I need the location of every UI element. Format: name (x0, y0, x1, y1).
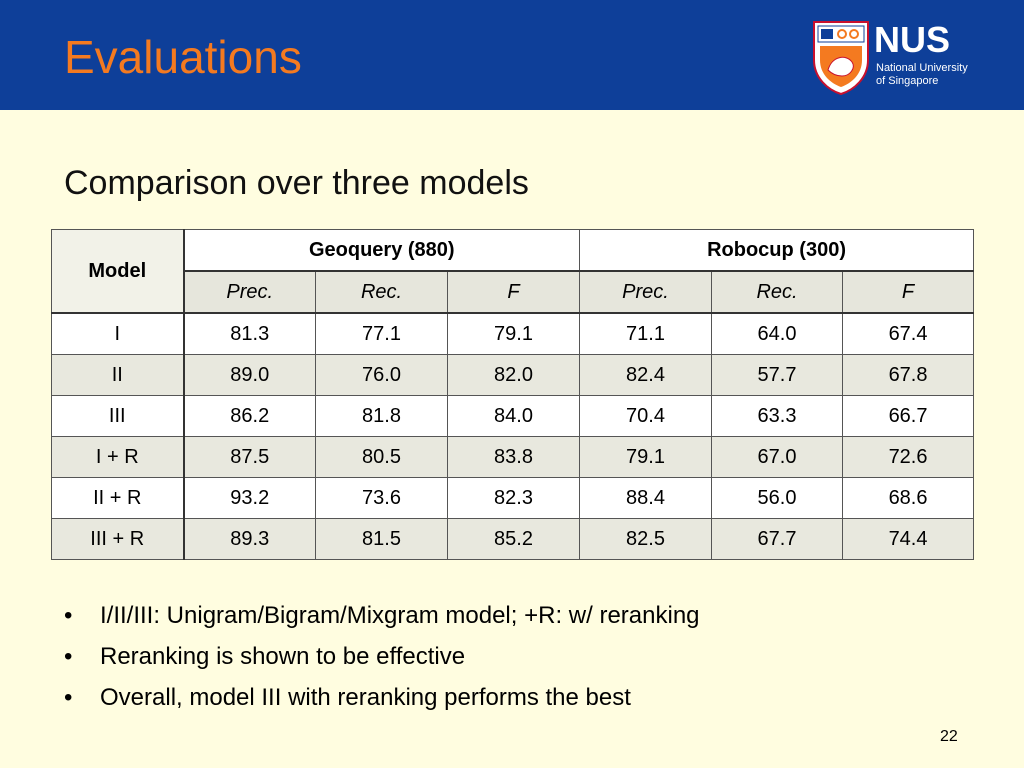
table-row: II 89.0 76.0 82.0 82.4 57.7 67.8 (51, 354, 975, 396)
table-row: II + R 93.2 73.6 82.3 88.4 56.0 68.6 (51, 477, 975, 519)
table-cell: 74.4 (842, 518, 975, 560)
subheader-cell: Rec. (711, 270, 844, 314)
model-cell: II (51, 354, 185, 396)
bullet-symbol: • (64, 643, 73, 670)
nus-crest-icon (813, 21, 869, 96)
model-cell: I (51, 312, 185, 355)
results-table: Model Geoquery (880) Robocup (300) Prec.… (51, 229, 975, 560)
table-header-row: Model Geoquery (880) Robocup (300) (51, 229, 975, 314)
table-row: I + R 87.5 80.5 83.8 79.1 67.0 72.6 (51, 436, 975, 478)
bullet-text: Overall, model III with reranking perfor… (100, 684, 631, 711)
table-cell: 76.0 (315, 354, 448, 396)
slide-header: Evaluations NUS National University of S… (0, 0, 1024, 110)
bullet-text: Reranking is shown to be effective (100, 643, 466, 670)
page-number: 22 (940, 728, 958, 745)
bullet-list: • I/II/III: Unigram/Bigram/Mixgram model;… (64, 598, 700, 721)
table-subheader-row: Prec. Rec. F Prec. Rec. F (52, 270, 975, 314)
model-column-header: Model (51, 229, 185, 314)
table-cell: 70.4 (579, 395, 713, 437)
table-cell: 81.3 (183, 312, 316, 355)
table-cell: 67.8 (842, 354, 975, 396)
model-cell: II + R (51, 477, 185, 519)
bullet-item: • Reranking is shown to be effective (64, 639, 700, 680)
table-cell: 80.5 (315, 436, 448, 478)
table-cell: 84.0 (446, 395, 581, 437)
table-cell: 82.5 (579, 518, 713, 560)
table-cell: 57.7 (711, 354, 844, 396)
table-cell: 82.3 (446, 477, 581, 519)
table-cell: 64.0 (711, 312, 844, 355)
table-body: I 81.3 77.1 79.1 71.1 64.0 67.4 II 89.0 76.0 82.0 8… (51, 312, 975, 560)
slide-subtitle: Comparison over three models (64, 164, 529, 202)
subheader-cell: Prec. (579, 270, 713, 314)
logo-subtitle-line1: National University (876, 62, 968, 74)
bullet-symbol: • (64, 684, 73, 711)
table-cell: 86.2 (183, 395, 316, 437)
logo-subtitle-line2: of Singapore (876, 75, 939, 87)
table-cell: 89.0 (183, 354, 316, 396)
table-row: III + R 89.3 81.5 85.2 82.5 67.7 74.4 (51, 518, 975, 560)
table-cell: 77.1 (315, 312, 448, 355)
table-cell: 63.3 (711, 395, 844, 437)
table-cell: 85.2 (446, 518, 581, 560)
logo-wordmark: NUS (874, 19, 951, 60)
table-cell: 66.7 (842, 395, 975, 437)
table-cell: 68.6 (842, 477, 975, 519)
table-cell: 87.5 (183, 436, 316, 478)
logo-subtitle: National University of Singapore (876, 62, 986, 88)
subheader-cell: F (446, 270, 581, 314)
bullet-text: I/II/III: Unigram/Bigram/Mixgram model; … (100, 602, 700, 629)
table-row: I 81.3 77.1 79.1 71.1 64.0 67.4 (51, 312, 975, 355)
table-cell: 82.0 (446, 354, 581, 396)
table-cell: 56.0 (711, 477, 844, 519)
bullet-item: • Overall, model III with reranking perfo… (64, 680, 700, 721)
table-cell: 81.5 (315, 518, 448, 560)
geoquery-group-header: Geoquery (880) (182, 229, 581, 272)
table-row: III 86.2 81.8 84.0 70.4 63.3 66.7 (51, 395, 975, 437)
subheader-cell: Prec. (183, 270, 316, 314)
table-cell: 67.7 (711, 518, 844, 560)
table-cell: 89.3 (183, 518, 316, 560)
table-cell: 79.1 (446, 312, 581, 355)
table-cell: 81.8 (315, 395, 448, 437)
slide-title: Evaluations (64, 31, 302, 83)
bullet-item: • I/II/III: Unigram/Bigram/Mixgram model;… (64, 598, 700, 639)
nus-logo: NUS National University of Singapore (812, 20, 982, 98)
table-cell: 83.8 (446, 436, 581, 478)
model-cell: III + R (51, 518, 185, 560)
model-cell: III (51, 395, 185, 437)
table-cell: 93.2 (183, 477, 316, 519)
robocup-group-header: Robocup (300) (579, 229, 975, 272)
model-cell: I + R (51, 436, 185, 478)
table-cell: 71.1 (579, 312, 713, 355)
table-cell: 72.6 (842, 436, 975, 478)
table-cell: 67.4 (842, 312, 975, 355)
table-cell: 67.0 (711, 436, 844, 478)
table-cell: 82.4 (579, 354, 713, 396)
table-cell: 88.4 (579, 477, 713, 519)
table-cell: 79.1 (579, 436, 713, 478)
subheader-cell: F (842, 270, 975, 314)
table-cell: 73.6 (315, 477, 448, 519)
bullet-symbol: • (64, 602, 73, 629)
subheader-cell: Rec. (315, 270, 448, 314)
